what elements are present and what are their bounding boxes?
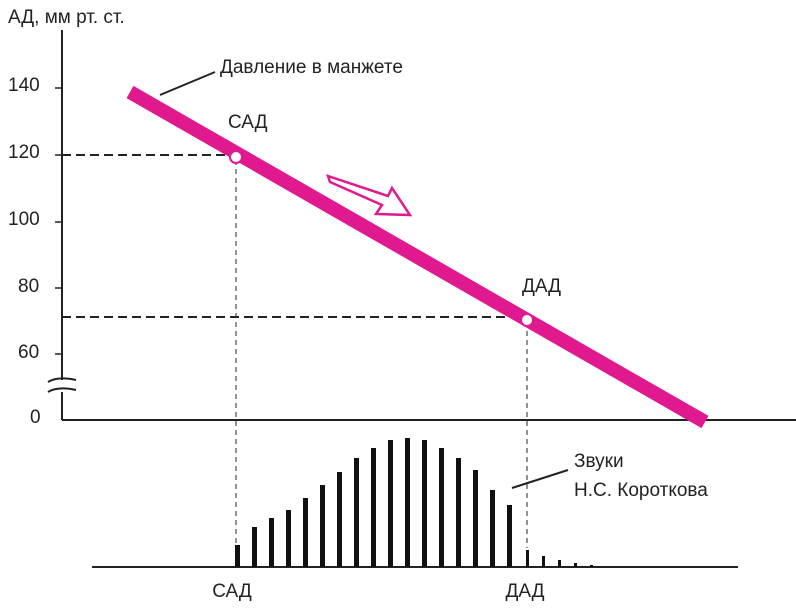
sounds-label: Звуки — [574, 451, 624, 472]
sound-bar — [405, 438, 410, 567]
sound-bar — [269, 518, 274, 567]
systolic-label: САД — [228, 112, 268, 133]
diastolic-point — [520, 313, 534, 327]
dashed-guides — [62, 154, 527, 318]
vertical-guides — [235, 160, 528, 548]
tick-label: 0 — [30, 407, 41, 428]
sound-bar — [286, 510, 291, 567]
diastolic-label: ДАД — [522, 276, 561, 297]
tick-label: 60 — [18, 342, 39, 363]
bottom-label: САД — [212, 581, 252, 602]
sound-bar — [337, 472, 342, 567]
tick-label: 80 — [18, 276, 39, 297]
sound-bar — [303, 498, 308, 567]
sound-bar — [422, 440, 427, 567]
direction-arrow — [326, 174, 413, 217]
cuff-label: Давление в манжете — [220, 57, 403, 78]
bottom-label: ДАД — [505, 581, 544, 602]
sound-bar — [235, 545, 240, 567]
sound-tail — [590, 565, 593, 567]
axis-title: АД, мм рт. ст. — [8, 7, 125, 28]
sound-bar — [371, 448, 376, 567]
sound-bar — [388, 440, 393, 567]
sound-bar — [490, 490, 495, 567]
sound-bar — [473, 470, 478, 567]
sound-bar — [456, 458, 461, 567]
sound-bar — [507, 505, 512, 567]
sound-bars — [235, 438, 593, 567]
sound-bar — [354, 458, 359, 567]
sound-tail — [574, 563, 577, 567]
cuff-pressure-line — [126, 85, 709, 429]
systolic-point — [229, 150, 243, 164]
tick-label: 120 — [8, 142, 40, 163]
ticks — [55, 87, 62, 355]
sound-bar — [320, 485, 325, 567]
leader-line — [159, 71, 216, 96]
sound-tail — [542, 556, 545, 567]
sound-bar — [252, 527, 257, 567]
sound-tail — [526, 550, 529, 567]
axis-break — [47, 377, 77, 393]
sound-tail — [558, 560, 561, 567]
sounds-label: Н.С. Короткова — [574, 480, 708, 501]
tick-label: 100 — [8, 209, 40, 230]
leader-line — [511, 469, 569, 489]
sound-bar — [439, 448, 444, 567]
tick-label: 140 — [8, 75, 40, 96]
